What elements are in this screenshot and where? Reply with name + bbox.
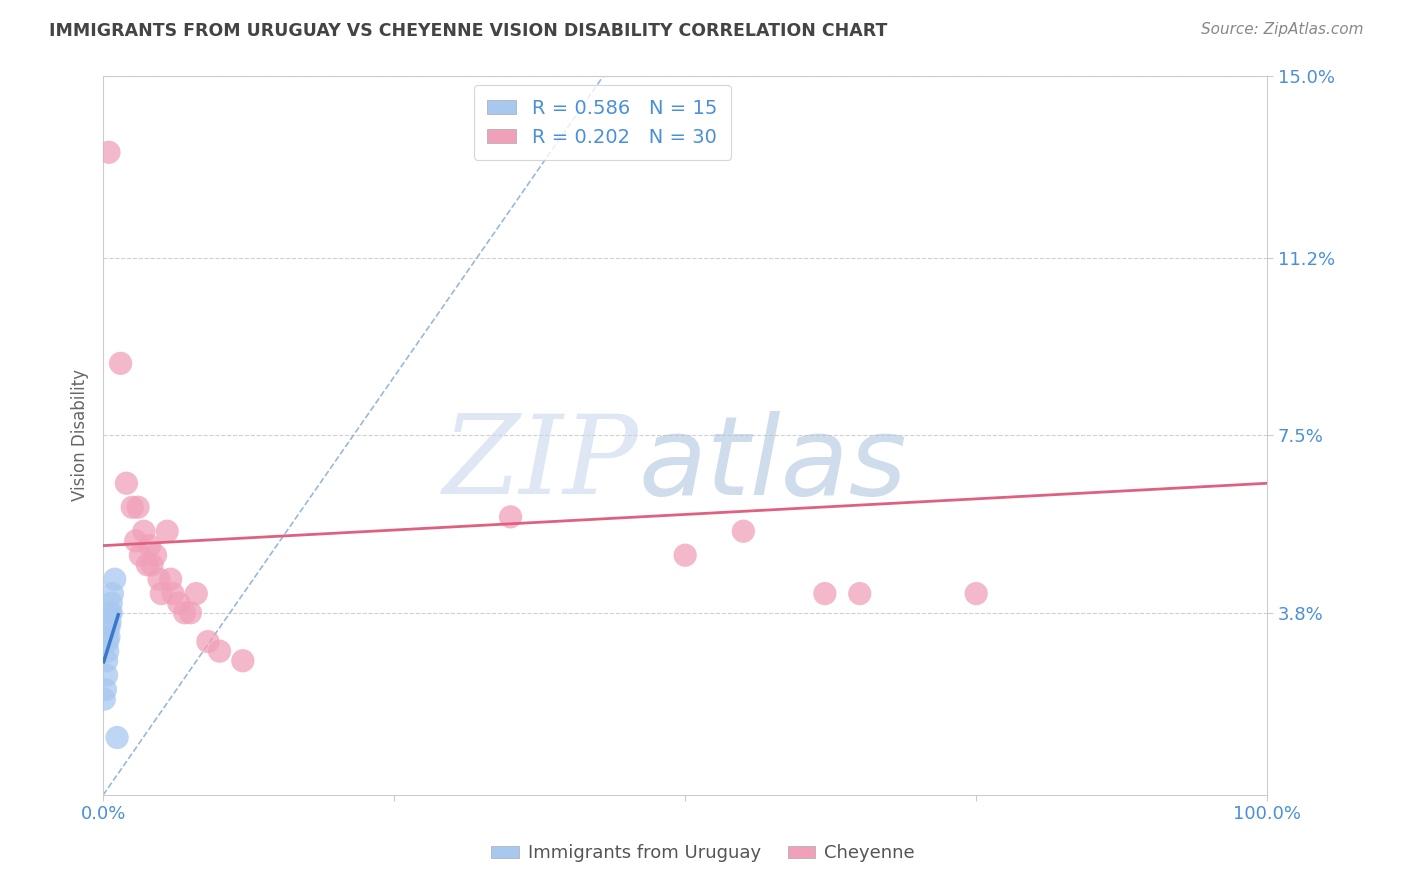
- Point: [127, 500, 149, 515]
- Point: [150, 586, 173, 600]
- Point: [105, 731, 128, 745]
- Point: [197, 634, 219, 648]
- Legend: R = 0.586   N = 15, R = 0.202   N = 30: R = 0.586 N = 15, R = 0.202 N = 30: [474, 86, 731, 161]
- Point: [96, 668, 118, 682]
- Point: [173, 606, 195, 620]
- Point: [159, 572, 181, 586]
- Text: atlas: atlas: [638, 410, 907, 517]
- Point: [132, 524, 155, 539]
- Point: [100, 596, 122, 610]
- Point: [121, 500, 143, 515]
- Point: [673, 548, 696, 562]
- Point: [98, 615, 121, 630]
- Point: [156, 524, 179, 539]
- Point: [110, 356, 132, 370]
- Point: [179, 606, 201, 620]
- Point: [814, 586, 837, 600]
- Point: [97, 620, 120, 634]
- Point: [232, 654, 254, 668]
- Point: [499, 509, 522, 524]
- Point: [98, 606, 121, 620]
- Point: [101, 586, 124, 600]
- Point: [100, 606, 122, 620]
- Text: ZIP: ZIP: [443, 410, 638, 518]
- Point: [186, 586, 208, 600]
- Point: [141, 558, 163, 572]
- Point: [208, 644, 231, 658]
- Point: [145, 548, 167, 562]
- Point: [97, 630, 120, 644]
- Point: [849, 586, 872, 600]
- Point: [97, 634, 120, 648]
- Point: [96, 654, 118, 668]
- Point: [125, 533, 148, 548]
- Point: [129, 548, 152, 562]
- Point: [733, 524, 755, 539]
- Point: [104, 572, 127, 586]
- Point: [97, 644, 120, 658]
- Point: [138, 539, 160, 553]
- Y-axis label: Vision Disability: Vision Disability: [72, 369, 89, 501]
- Point: [167, 596, 190, 610]
- Legend: Immigrants from Uruguay, Cheyenne: Immigrants from Uruguay, Cheyenne: [484, 838, 922, 870]
- Point: [162, 586, 184, 600]
- Point: [94, 682, 117, 697]
- Point: [115, 476, 138, 491]
- Point: [965, 586, 987, 600]
- Point: [97, 145, 120, 160]
- Text: Source: ZipAtlas.com: Source: ZipAtlas.com: [1201, 22, 1364, 37]
- Point: [148, 572, 170, 586]
- Point: [93, 692, 115, 706]
- Point: [136, 558, 159, 572]
- Text: IMMIGRANTS FROM URUGUAY VS CHEYENNE VISION DISABILITY CORRELATION CHART: IMMIGRANTS FROM URUGUAY VS CHEYENNE VISI…: [49, 22, 887, 40]
